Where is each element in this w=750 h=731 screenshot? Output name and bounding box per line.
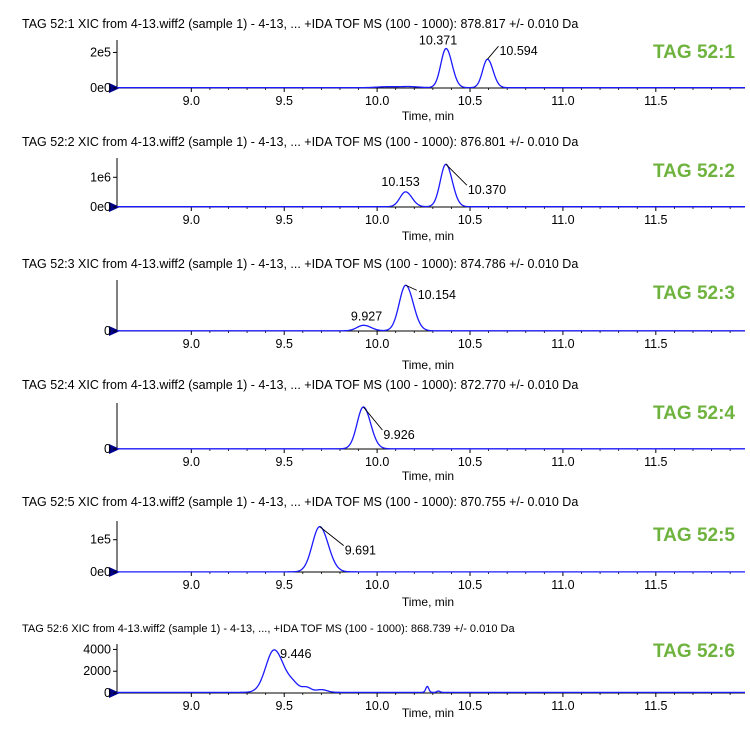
xic-trace-line (117, 47, 745, 89)
tag-label: TAG 52:3 (653, 283, 735, 304)
peak-leader-line (487, 45, 499, 60)
y-tick-label: 0e0 (90, 200, 111, 214)
x-tick-label: 9.0 (183, 94, 200, 108)
x-tick-label: 11.0 (551, 94, 574, 108)
peak-label: 10.153 (381, 175, 419, 189)
x-tick-label: 11.5 (644, 213, 667, 227)
panel-header: TAG 52:4 XIC from 4-13.wiff2 (sample 1) … (22, 378, 578, 392)
x-tick-label: 11.5 (644, 578, 667, 592)
x-axis-title: Time, min (402, 229, 454, 243)
xic-trace-line (117, 406, 745, 450)
x-tick-label: 10.5 (458, 94, 482, 108)
x-tick-label: 11.5 (644, 94, 667, 108)
y-tick-label: 1e6 (90, 170, 111, 184)
x-tick-label: 10.5 (458, 699, 482, 713)
x-tick-label: 10.5 (458, 455, 482, 469)
x-tick-label: 9.5 (276, 337, 293, 351)
xic-trace-line (117, 526, 745, 573)
panel-header: TAG 52:2 XIC from 4-13.wiff2 (sample 1) … (22, 135, 578, 149)
x-tick-label: 11.5 (644, 337, 667, 351)
xic-panel: TAG 52:6 XIC from 4-13.wiff2 (sample 1) … (22, 623, 745, 720)
tag-label: TAG 52:5 (653, 525, 735, 546)
y-tick-label: 4000 (83, 642, 111, 656)
peak-label: 9.926 (383, 428, 414, 442)
y-tick-label: 2000 (83, 664, 111, 678)
x-tick-label: 11.5 (644, 699, 667, 713)
x-tick-label: 9.0 (183, 213, 200, 227)
xic-panel: TAG 52:3 XIC from 4-13.wiff2 (sample 1) … (22, 257, 745, 372)
x-tick-label: 11.0 (551, 213, 574, 227)
tag-label: TAG 52:4 (653, 403, 735, 424)
xic-trace-line (117, 284, 745, 332)
tag-label: TAG 52:2 (653, 161, 735, 182)
peak-label: 10.370 (468, 183, 506, 197)
xic-panel: TAG 52:1 XIC from 4-13.wiff2 (sample 1) … (22, 17, 745, 123)
x-axis-title: Time, min (402, 469, 454, 483)
x-tick-label: 9.5 (276, 94, 293, 108)
x-tick-label: 9.0 (183, 455, 200, 469)
x-tick-label: 10.0 (365, 578, 389, 592)
y-tick-label: 0 (104, 442, 111, 456)
x-axis-title: Time, min (402, 595, 454, 609)
xic-panel: TAG 52:4 XIC from 4-13.wiff2 (sample 1) … (22, 378, 745, 483)
panel-header: TAG 52:3 XIC from 4-13.wiff2 (sample 1) … (22, 257, 578, 271)
xic-trace-line (117, 163, 745, 208)
x-tick-label: 9.5 (276, 455, 293, 469)
panel-header: TAG 52:5 XIC from 4-13.wiff2 (sample 1) … (22, 495, 578, 509)
x-tick-label: 9.5 (276, 699, 293, 713)
tag-label: TAG 52:6 (653, 641, 735, 662)
y-tick-label: 0e0 (90, 565, 111, 579)
x-tick-label: 9.0 (183, 578, 200, 592)
xic-panel: TAG 52:5 XIC from 4-13.wiff2 (sample 1) … (22, 495, 745, 609)
y-tick-label: 1e5 (90, 533, 111, 547)
x-tick-label: 10.5 (458, 337, 482, 351)
xic-trace-line (117, 649, 745, 693)
peak-leader-line (363, 406, 383, 431)
xic-panel: TAG 52:2 XIC from 4-13.wiff2 (sample 1) … (22, 135, 745, 243)
x-tick-label: 11.0 (551, 337, 574, 351)
x-tick-label: 11.0 (551, 455, 574, 469)
x-tick-label: 10.0 (365, 699, 389, 713)
x-tick-label: 10.5 (458, 213, 482, 227)
x-tick-label: 9.5 (276, 213, 293, 227)
peak-label: 10.594 (499, 44, 537, 58)
x-axis-title: Time, min (402, 706, 454, 720)
x-tick-label: 10.5 (458, 578, 482, 592)
x-tick-label: 10.0 (365, 337, 389, 351)
peak-leader-line (405, 284, 417, 291)
peak-label: 10.154 (418, 288, 456, 302)
y-tick-label: 2e5 (90, 45, 111, 59)
peak-label: 10.371 (419, 34, 457, 48)
peak-label: 9.691 (345, 544, 376, 558)
x-tick-label: 10.0 (365, 213, 389, 227)
x-tick-label: 9.0 (183, 337, 200, 351)
y-tick-label: 0 (104, 686, 111, 700)
panel-header: TAG 52:1 XIC from 4-13.wiff2 (sample 1) … (22, 17, 578, 31)
y-tick-label: 0e0 (90, 81, 111, 95)
peak-leader-line (319, 526, 344, 547)
peak-leader-line (445, 163, 468, 186)
x-tick-label: 10.0 (365, 94, 389, 108)
tag-label: TAG 52:1 (653, 42, 735, 63)
panel-header: TAG 52:6 XIC from 4-13.wiff2 (sample 1) … (22, 623, 515, 635)
peak-label: 9.446 (280, 647, 311, 661)
x-tick-label: 11.5 (644, 455, 667, 469)
y-tick-label: 0 (104, 324, 111, 338)
x-axis-title: Time, min (402, 109, 454, 123)
x-tick-label: 9.5 (276, 578, 293, 592)
x-tick-label: 9.0 (183, 699, 200, 713)
x-axis-title: Time, min (402, 358, 454, 372)
x-tick-label: 10.0 (365, 455, 389, 469)
x-tick-label: 11.0 (551, 578, 574, 592)
peak-label: 9.927 (351, 309, 382, 323)
x-tick-label: 11.0 (551, 699, 574, 713)
